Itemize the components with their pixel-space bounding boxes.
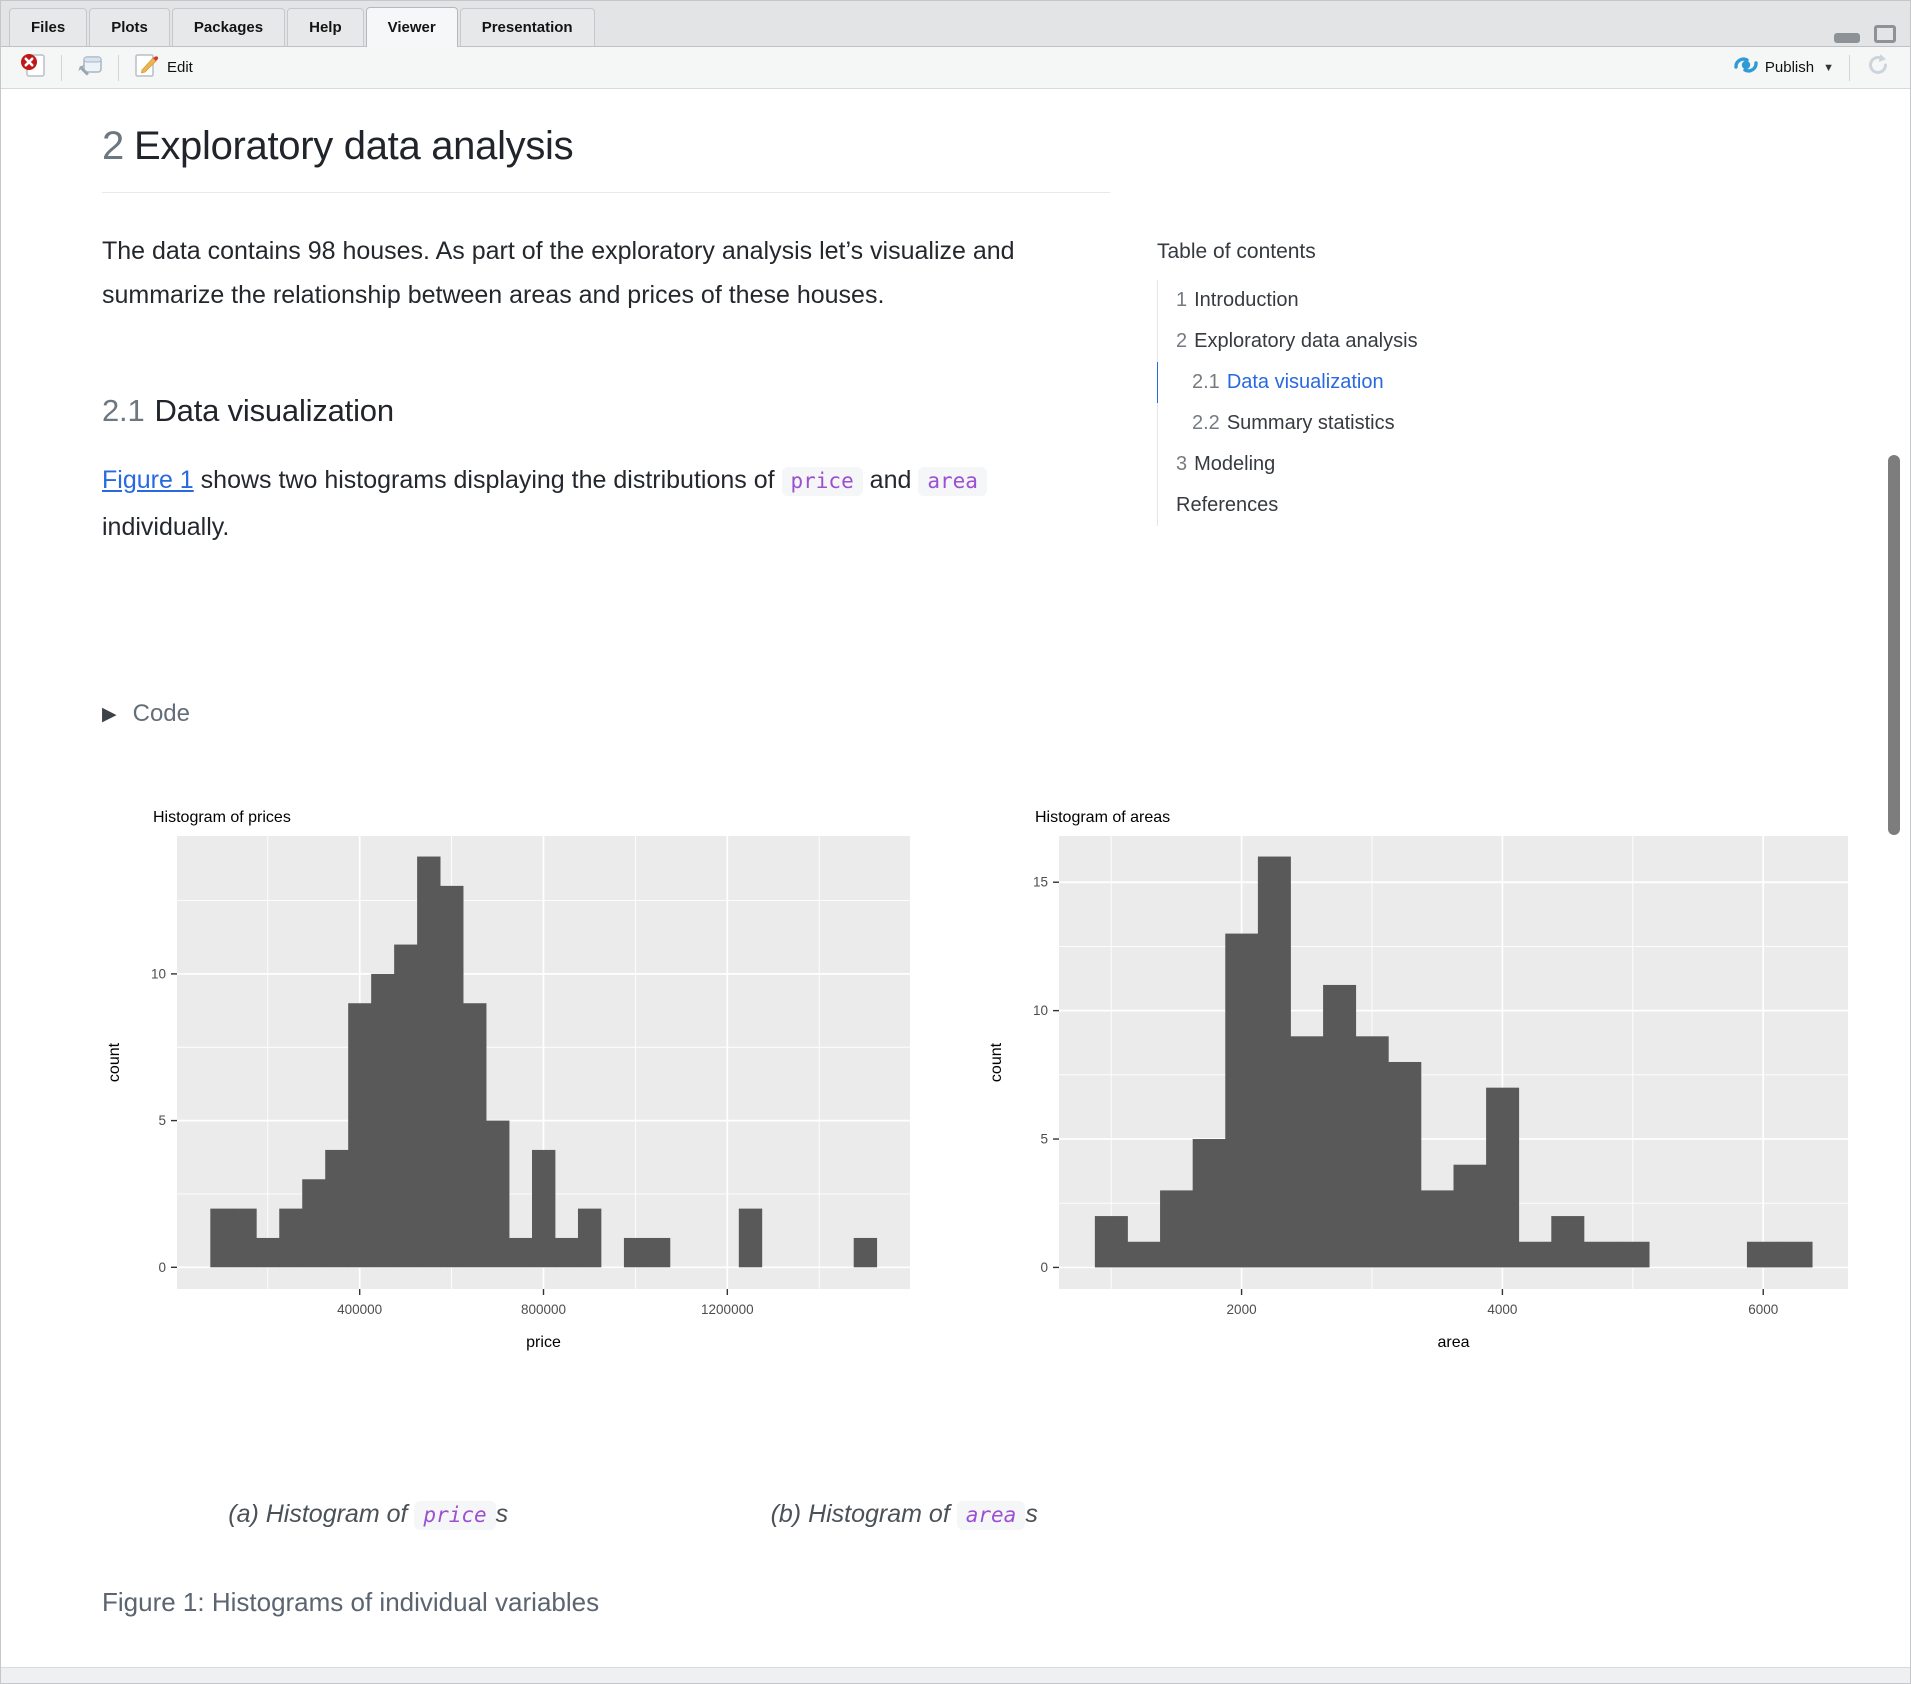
inline-code-area: area	[956, 1501, 1026, 1530]
svg-text:Histogram of prices: Histogram of prices	[153, 809, 291, 826]
tab-strip: Files Plots Packages Help Viewer Presentation	[1, 1, 597, 47]
toc-item-summary-statistics[interactable]: 2.2 Summary statistics	[1192, 412, 1395, 434]
edit-button[interactable]: Edit	[127, 48, 200, 87]
svg-text:10: 10	[1033, 1003, 1048, 1018]
svg-text:price: price	[526, 1334, 561, 1351]
refresh-icon	[1865, 52, 1891, 83]
toc-list: 1 Introduction 2 Exploratory data analysis 2…	[1157, 280, 1487, 526]
figure-1-link[interactable]: Figure 1	[102, 466, 194, 494]
publish-button-label: Publish	[1764, 59, 1815, 76]
paragraph-text: individually.	[102, 513, 230, 541]
svg-text:800000: 800000	[521, 1302, 566, 1317]
paragraph-text: and	[862, 466, 919, 494]
svg-text:count: count	[988, 1042, 1005, 1082]
code-disclosure-summary[interactable]: ▶ Code	[102, 700, 1110, 728]
vertical-scrollbar-thumb[interactable]	[1888, 455, 1900, 835]
svg-text:2000: 2000	[1227, 1302, 1257, 1317]
publish-button[interactable]: Publish ▼	[1727, 51, 1841, 84]
clear-viewer-icon	[20, 52, 46, 83]
disclosure-triangle-icon: ▶	[102, 703, 117, 725]
section-number: 2	[102, 124, 124, 168]
subfigure-caption-a: (a) Histogram of price s	[228, 1500, 509, 1530]
publish-icon	[1734, 55, 1758, 80]
open-in-new-window-button[interactable]	[70, 49, 110, 86]
code-disclosure-label: Code	[132, 700, 190, 727]
svg-text:10: 10	[151, 966, 166, 981]
svg-text:5: 5	[1040, 1132, 1048, 1147]
table-of-contents: Table of contents 1 Introduction 2 Explorat…	[1157, 240, 1487, 526]
tab-help[interactable]: Help	[287, 8, 364, 46]
pane-bottom-edge	[1, 1667, 1910, 1683]
svg-text:15: 15	[1033, 875, 1048, 890]
svg-text:area: area	[1437, 1334, 1469, 1351]
svg-text:1200000: 1200000	[701, 1302, 754, 1317]
intro-paragraph: The data contains 98 houses. As part of …	[102, 237, 1015, 309]
svg-text:0: 0	[1040, 1260, 1048, 1275]
open-in-new-window-icon	[77, 53, 103, 82]
svg-text:4000: 4000	[1487, 1302, 1517, 1317]
viewer-toolbar: Edit Publish ▼	[1, 47, 1910, 89]
toc-item-references[interactable]: References	[1176, 494, 1279, 516]
section-heading-data-visualization: 2.1 Data visualization	[102, 391, 1110, 431]
tab-presentation[interactable]: Presentation	[459, 8, 595, 46]
inline-code-price: price	[781, 467, 863, 496]
svg-text:count: count	[106, 1042, 123, 1082]
tab-files[interactable]: Files	[9, 8, 88, 46]
figure-caption: Figure 1: Histograms of individual varia…	[102, 1587, 600, 1617]
edit-button-label: Edit	[167, 59, 193, 76]
edit-pencil-icon	[134, 52, 160, 83]
svg-text:5: 5	[158, 1113, 166, 1128]
section-heading-text: Data visualization	[154, 393, 395, 428]
tab-packages[interactable]: Packages	[171, 8, 286, 46]
toc-item-modeling[interactable]: 3 Modeling	[1176, 453, 1276, 475]
tab-viewer[interactable]: Viewer	[365, 7, 458, 47]
toc-item-exploratory-data-analysis[interactable]: 2 Exploratory data analysis	[1176, 330, 1418, 352]
toc-item-introduction[interactable]: 1 Introduction	[1176, 289, 1299, 311]
toc-item-data-visualization[interactable]: 2.1 Data visualization	[1157, 362, 1487, 403]
inline-code-area: area	[918, 467, 987, 496]
minimize-pane-icon[interactable]	[1834, 33, 1860, 43]
page-title-text: Exploratory data analysis	[133, 124, 574, 168]
svg-text:Histogram of areas: Histogram of areas	[1035, 809, 1170, 826]
publish-dropdown-caret-icon[interactable]: ▼	[1823, 61, 1834, 74]
clear-viewer-button[interactable]	[13, 48, 53, 87]
subsection-number: 2.1	[102, 393, 145, 428]
histogram-of-prices-figure: 0 5 10 400000 800000 1200000 price count Histogr…	[102, 808, 922, 1386]
toc-title: Table of contents	[1157, 240, 1316, 263]
tab-plots[interactable]: Plots	[89, 8, 170, 46]
pane-tab-bar: Files Plots Packages Help Viewer Presentation	[1, 1, 1910, 47]
svg-text:400000: 400000	[337, 1302, 382, 1317]
paragraph-text: shows two histograms displaying the dist…	[193, 466, 782, 494]
rendered-document: 2 Exploratory data analysis The data cont…	[2, 90, 1909, 1667]
refresh-button[interactable]	[1858, 48, 1898, 87]
subfigure-caption-b: (b) Histogram of area s	[770, 1500, 1038, 1530]
figure-reference-paragraph: Figure 1 shows two histograms displaying…	[102, 457, 1110, 550]
code-disclosure: ▶ Code	[102, 700, 1110, 728]
maximize-pane-icon[interactable]	[1874, 18, 1907, 43]
figure-1: 0 5 10 400000 800000 1200000 price count Histogr…	[102, 808, 1848, 1386]
histogram-of-areas-figure: 0 5 10 15 2000 4000 6000 area count Histogram of …	[984, 808, 1860, 1386]
svg-text:0: 0	[158, 1260, 166, 1275]
svg-text:6000: 6000	[1748, 1302, 1778, 1317]
page-title: 2 Exploratory data analysis	[102, 120, 1110, 193]
inline-code-price: price	[414, 1501, 496, 1530]
